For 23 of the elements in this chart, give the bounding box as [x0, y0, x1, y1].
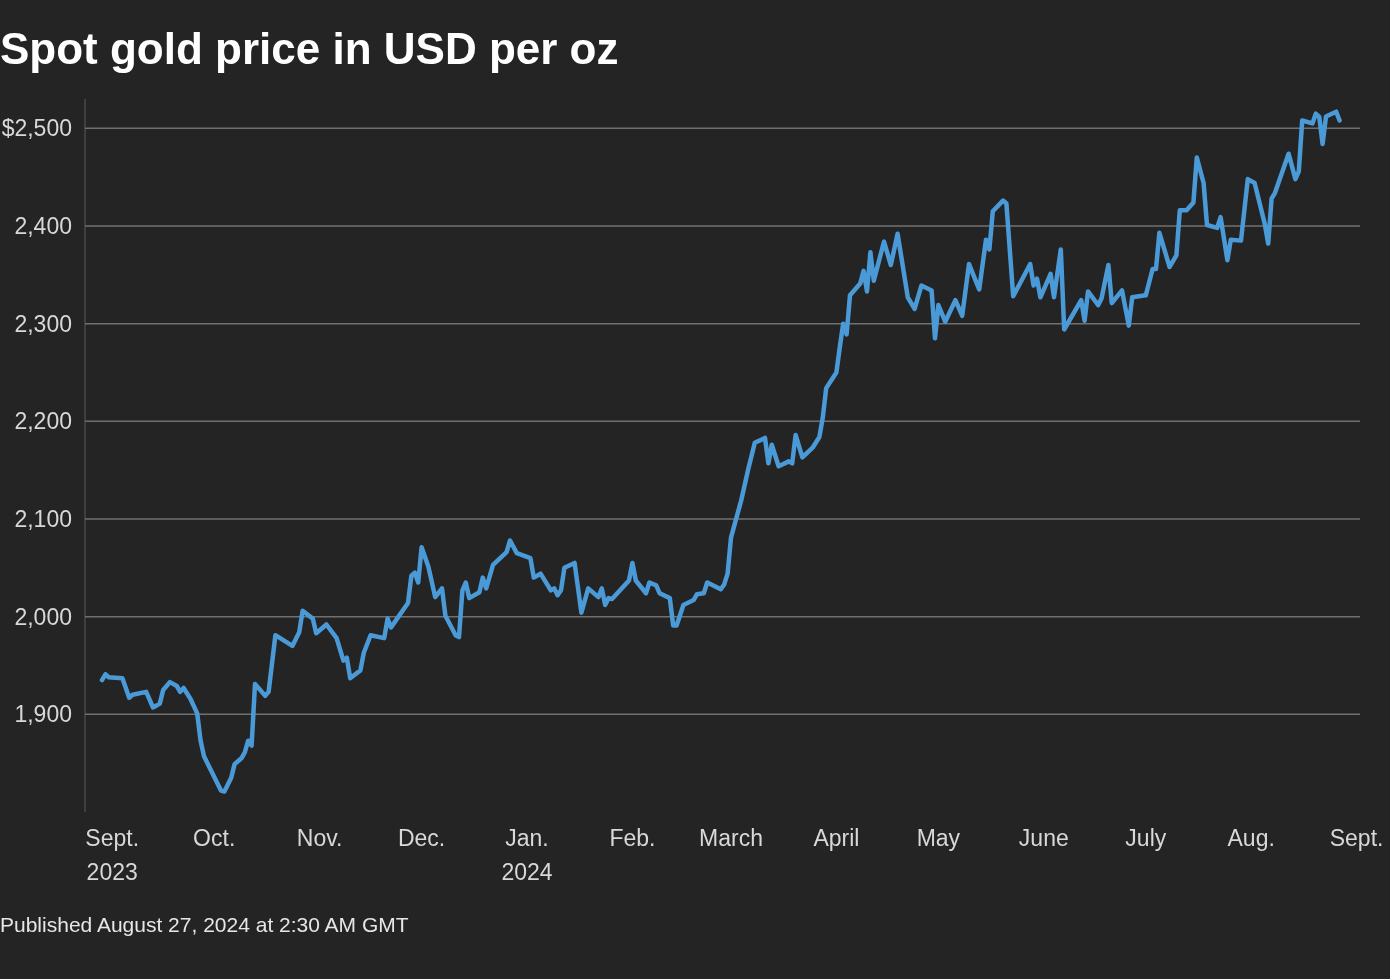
y-tick-label: 2,300 — [14, 310, 72, 337]
line-series — [99, 109, 1342, 794]
x-tick-label: Oct. — [193, 825, 236, 852]
x-tick-label: Feb. — [609, 825, 656, 852]
x-tick-label: June — [1018, 825, 1069, 852]
y-tick-label: 2,200 — [14, 408, 72, 435]
x-tick-label: Nov. — [296, 825, 343, 852]
y-tick-label: 2,100 — [14, 506, 72, 533]
x-tick-label: Aug. — [1227, 825, 1275, 852]
x-tick-label: Jan. 2024 — [501, 825, 553, 885]
x-tick-label: Sept. 2023 — [85, 825, 140, 885]
x-tick-label: Dec. — [397, 825, 446, 852]
x-tick-label: Sept. — [1329, 825, 1384, 852]
y-tick-label: 1,900 — [14, 701, 72, 728]
x-tick-label: March — [699, 825, 763, 852]
x-tick-label: April — [813, 825, 860, 852]
x-tick-label: July — [1125, 825, 1167, 852]
x-tick-label: May — [916, 825, 961, 852]
y-tick-label: 2,400 — [14, 213, 72, 240]
y-tick-label: 2,000 — [14, 603, 72, 630]
chart-title: Spot gold price in USD per oz — [0, 24, 619, 73]
y-tick-label: $2,500 — [1, 115, 72, 142]
text: Published August 27, 2024 at 2:30 AM GMT — [0, 913, 409, 936]
